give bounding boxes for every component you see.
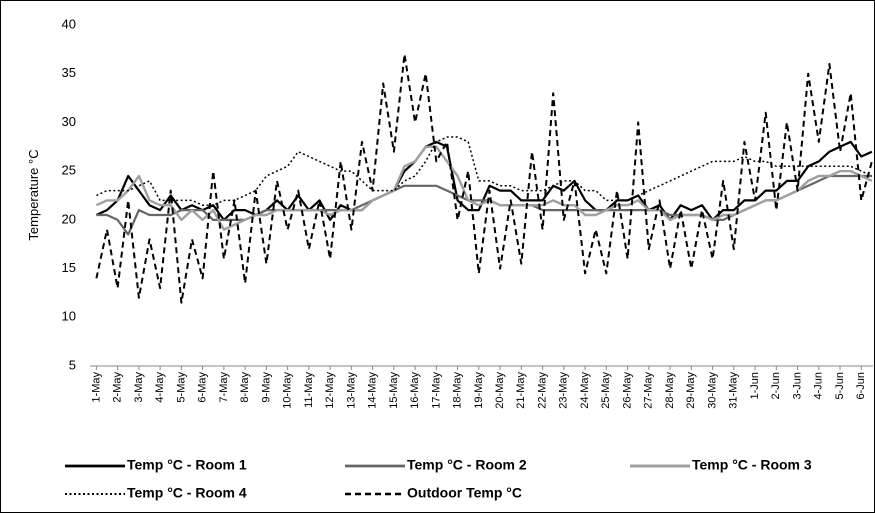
y-tick-label: 20	[62, 211, 76, 226]
x-tick-label: 3-Jun	[791, 372, 803, 400]
x-tick-label: 1-May	[90, 372, 102, 403]
x-tick-label: 28-May	[664, 372, 676, 409]
x-tick-label: 26-May	[621, 372, 633, 409]
legend-label: Outdoor Temp °C	[407, 485, 522, 501]
x-tick-label: 18-May	[452, 372, 464, 409]
x-tick-label: 1-Jun	[749, 372, 761, 400]
x-tick-label: 9-May	[260, 372, 272, 403]
x-tick-label: 22-May	[536, 372, 548, 409]
x-tick-label: 24-May	[579, 372, 591, 409]
series-line	[95, 145, 873, 231]
x-tick-label: 2-May	[112, 372, 124, 403]
y-tick-label: 5	[69, 357, 76, 372]
x-tick-label: 25-May	[600, 372, 612, 409]
x-tick-label: 6-Jun	[855, 372, 867, 400]
x-tick-label: 3-May	[133, 372, 145, 403]
y-axis-label: Temperature °C	[26, 149, 41, 240]
series-line	[95, 53, 873, 304]
x-tick-label: 27-May	[643, 372, 655, 409]
legend-label: Temp °C - Room 3	[692, 457, 812, 473]
x-tick-label: 30-May	[706, 372, 718, 409]
x-tick-label: 20-May	[494, 372, 506, 409]
x-tick-label: 2-Jun	[770, 372, 782, 400]
x-tick-label: 12-May	[324, 372, 336, 409]
x-tick-label: 21-May	[515, 372, 527, 409]
y-tick-label: 35	[62, 65, 76, 80]
x-tick-label: 14-May	[367, 372, 379, 409]
x-tick-label: 23-May	[558, 372, 570, 409]
x-tick-label: 5-May	[175, 372, 187, 403]
y-tick-label: 30	[62, 114, 76, 129]
y-tick-label: 15	[62, 260, 76, 275]
series-line	[96, 136, 873, 206]
x-tick-label: 10-May	[282, 372, 294, 409]
x-tick-label: 13-May	[345, 372, 357, 409]
x-tick-label: 29-May	[685, 372, 697, 409]
x-tick-label: 5-Jun	[834, 372, 846, 400]
y-tick-label: 10	[62, 309, 76, 324]
x-tick-label: 15-May	[388, 372, 400, 409]
legend-label: Temp °C - Room 1	[127, 457, 247, 473]
x-tick-label: 6-May	[197, 372, 209, 403]
x-tick-label: 8-May	[239, 372, 251, 403]
x-tick-label: 4-Jun	[813, 372, 825, 400]
y-tick-label: 25	[62, 163, 76, 178]
y-tick-label: 40	[62, 16, 76, 31]
x-tick-label: 11-May	[303, 372, 315, 408]
x-tick-label: 19-May	[473, 372, 485, 409]
x-tick-label: 7-May	[218, 372, 230, 403]
series-line	[95, 140, 873, 221]
x-tick-label: 16-May	[409, 372, 421, 409]
x-tick-label: 31-May	[728, 372, 740, 409]
legend-label: Temp °C - Room 4	[127, 485, 247, 501]
legend-label: Temp °C - Room 2	[407, 457, 527, 473]
x-tick-label: 4-May	[154, 372, 166, 403]
x-tick-label: 17-May	[430, 372, 442, 409]
